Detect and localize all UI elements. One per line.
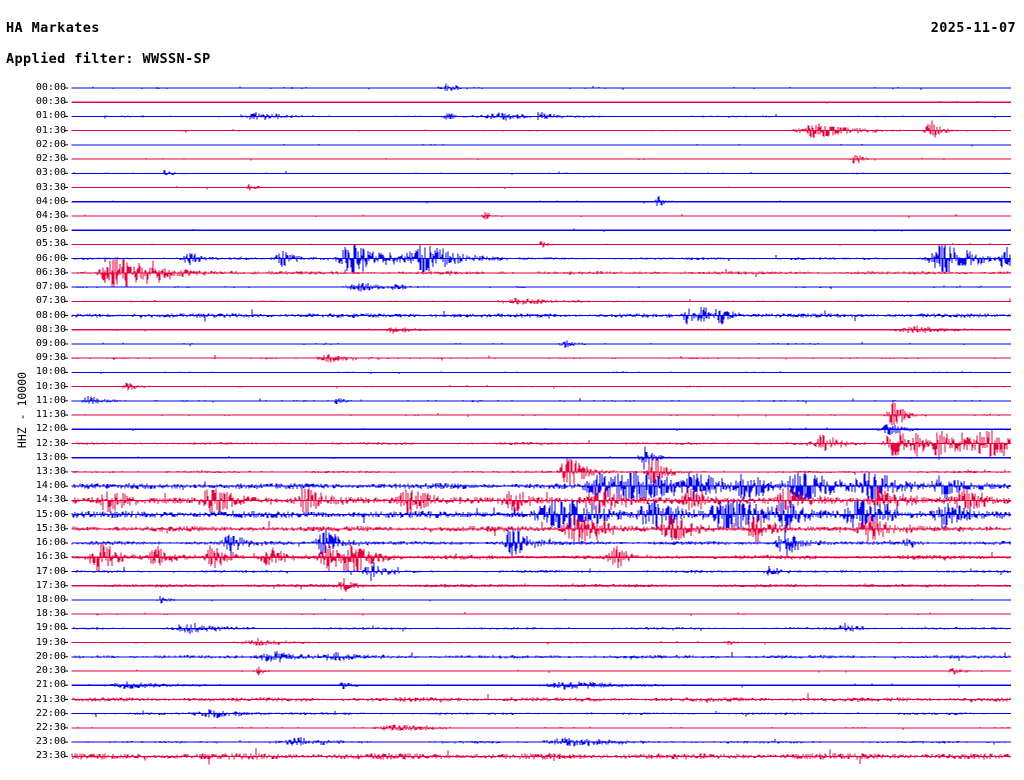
trace-row [71,692,1011,704]
trace-row [71,401,1011,426]
time-label: 00:30 [35,96,66,108]
trace-row [71,120,1011,138]
time-label: 05:30 [35,238,66,250]
time-label: 03:30 [35,181,66,193]
trace-row [71,396,1011,405]
time-label: 04:00 [35,195,66,207]
time-label: 22:00 [35,707,66,719]
time-label: 03:00 [35,167,66,179]
time-label: 22:30 [35,721,66,733]
time-label: 08:00 [35,309,66,321]
time-label: 05:00 [35,224,66,236]
time-label: 14:00 [35,480,66,492]
seismogram-traces [64,83,1011,765]
time-label: 11:30 [35,409,66,421]
time-label: 20:30 [35,665,66,676]
helicorder-plot: 00:00 00:30 01:00 01:30 02:00 02:30 03:00 03:30… [0,80,1024,780]
time-label: 15:00 [35,508,66,520]
time-label: 11:00 [35,394,66,406]
time-label: 06:00 [35,252,66,264]
time-label: 21:30 [35,693,66,705]
time-label: 07:30 [35,295,66,307]
time-label: 14:30 [35,494,66,506]
time-label: 20:00 [35,650,66,662]
time-label: 01:00 [35,110,66,122]
time-label: 10:00 [35,366,66,378]
time-label: 08:30 [35,323,66,335]
time-label: 15:30 [35,522,66,534]
time-label: 07:00 [35,281,66,293]
time-label: 00:00 [35,82,66,93]
time-label: 04:30 [35,210,66,221]
page-title: HA Markates [6,20,100,36]
trace-row [71,169,1011,176]
time-label: 09:30 [35,352,66,364]
time-label: 23:30 [35,750,66,762]
time-label: 19:00 [35,622,66,634]
time-label: 16:00 [35,537,66,548]
time-label: 09:00 [35,338,66,349]
time-label: 13:00 [35,451,66,463]
trace-row [71,638,1011,646]
time-label: 12:30 [35,437,66,449]
trace-row [71,195,1011,207]
time-label: 13:30 [35,465,66,477]
trace-row [71,577,1011,592]
time-label: 19:30 [35,636,66,648]
date-label: 2025-11-07 [930,20,1016,36]
time-label: 18:30 [35,608,66,620]
time-label: 21:00 [35,679,66,691]
filter-label: Applied filter: WWSSN-SP [6,51,211,67]
trace-row [71,83,1011,91]
time-label: 12:00 [35,423,66,435]
time-label: 16:30 [35,551,66,563]
time-label: 18:00 [35,593,66,605]
time-label: 17:00 [35,565,66,577]
time-label: 17:30 [35,579,66,591]
time-label: 02:30 [35,153,66,165]
time-label: 02:00 [35,138,66,150]
time-label: 23:00 [35,736,66,748]
time-label: 06:30 [35,266,66,278]
time-axis: 00:00 00:30 01:00 01:30 02:00 02:30 03:00 03:30… [0,80,72,780]
time-label: 10:30 [35,380,66,392]
time-label: 01:30 [35,124,66,136]
